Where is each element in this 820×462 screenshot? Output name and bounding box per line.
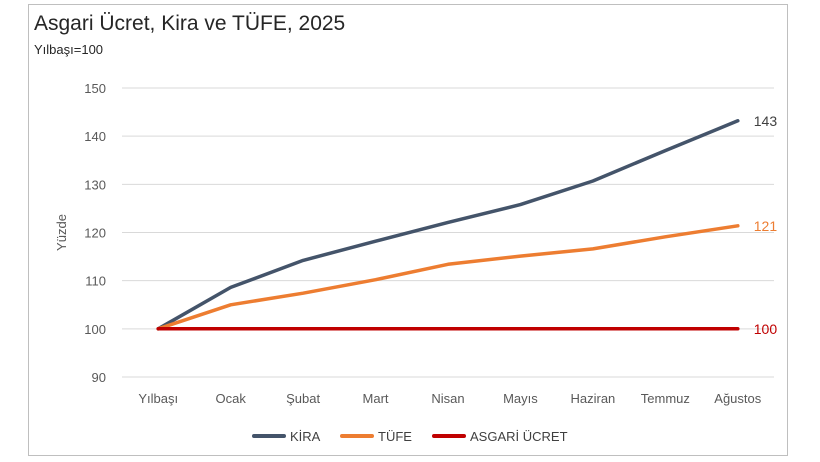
series-end-label: 143	[754, 113, 778, 129]
x-tick-label: Mart	[363, 391, 389, 406]
y-tick-label: 110	[85, 274, 106, 289]
x-tick-label: Temmuz	[641, 391, 690, 406]
y-axis-label: Yüzde	[54, 214, 69, 251]
legend-label: TÜFE	[378, 429, 412, 444]
x-tick-label: Yılbaşı	[138, 391, 178, 406]
y-tick-label: 100	[84, 322, 106, 337]
y-tick-label: 120	[84, 226, 106, 241]
x-tick-label: Ocak	[215, 391, 246, 406]
series-end-label: 100	[754, 321, 778, 337]
y-tick-label: 140	[84, 129, 106, 144]
series-line-ki-ra	[156, 119, 740, 331]
chart-frame	[28, 4, 788, 456]
chart-title: Asgari Ücret, Kira ve TÜFE, 2025	[34, 12, 346, 35]
x-tick-label: Ağustos	[714, 391, 761, 406]
series-end-label: 121	[754, 218, 778, 234]
series-line-tüfe	[156, 224, 740, 331]
x-tick-label: Nisan	[431, 391, 464, 406]
chart-subtitle: Yılbaşı=100	[34, 42, 104, 57]
y-tick-label: 130	[84, 177, 106, 192]
x-tick-label: Şubat	[286, 391, 320, 406]
legend-label: KİRA	[290, 429, 321, 444]
x-tick-label: Haziran	[570, 391, 615, 406]
y-tick-label: 90	[92, 370, 106, 385]
legend-label: ASGARİ ÜCRET	[470, 429, 568, 444]
x-tick-label: Mayıs	[503, 391, 538, 406]
y-tick-label: 150	[84, 81, 106, 96]
